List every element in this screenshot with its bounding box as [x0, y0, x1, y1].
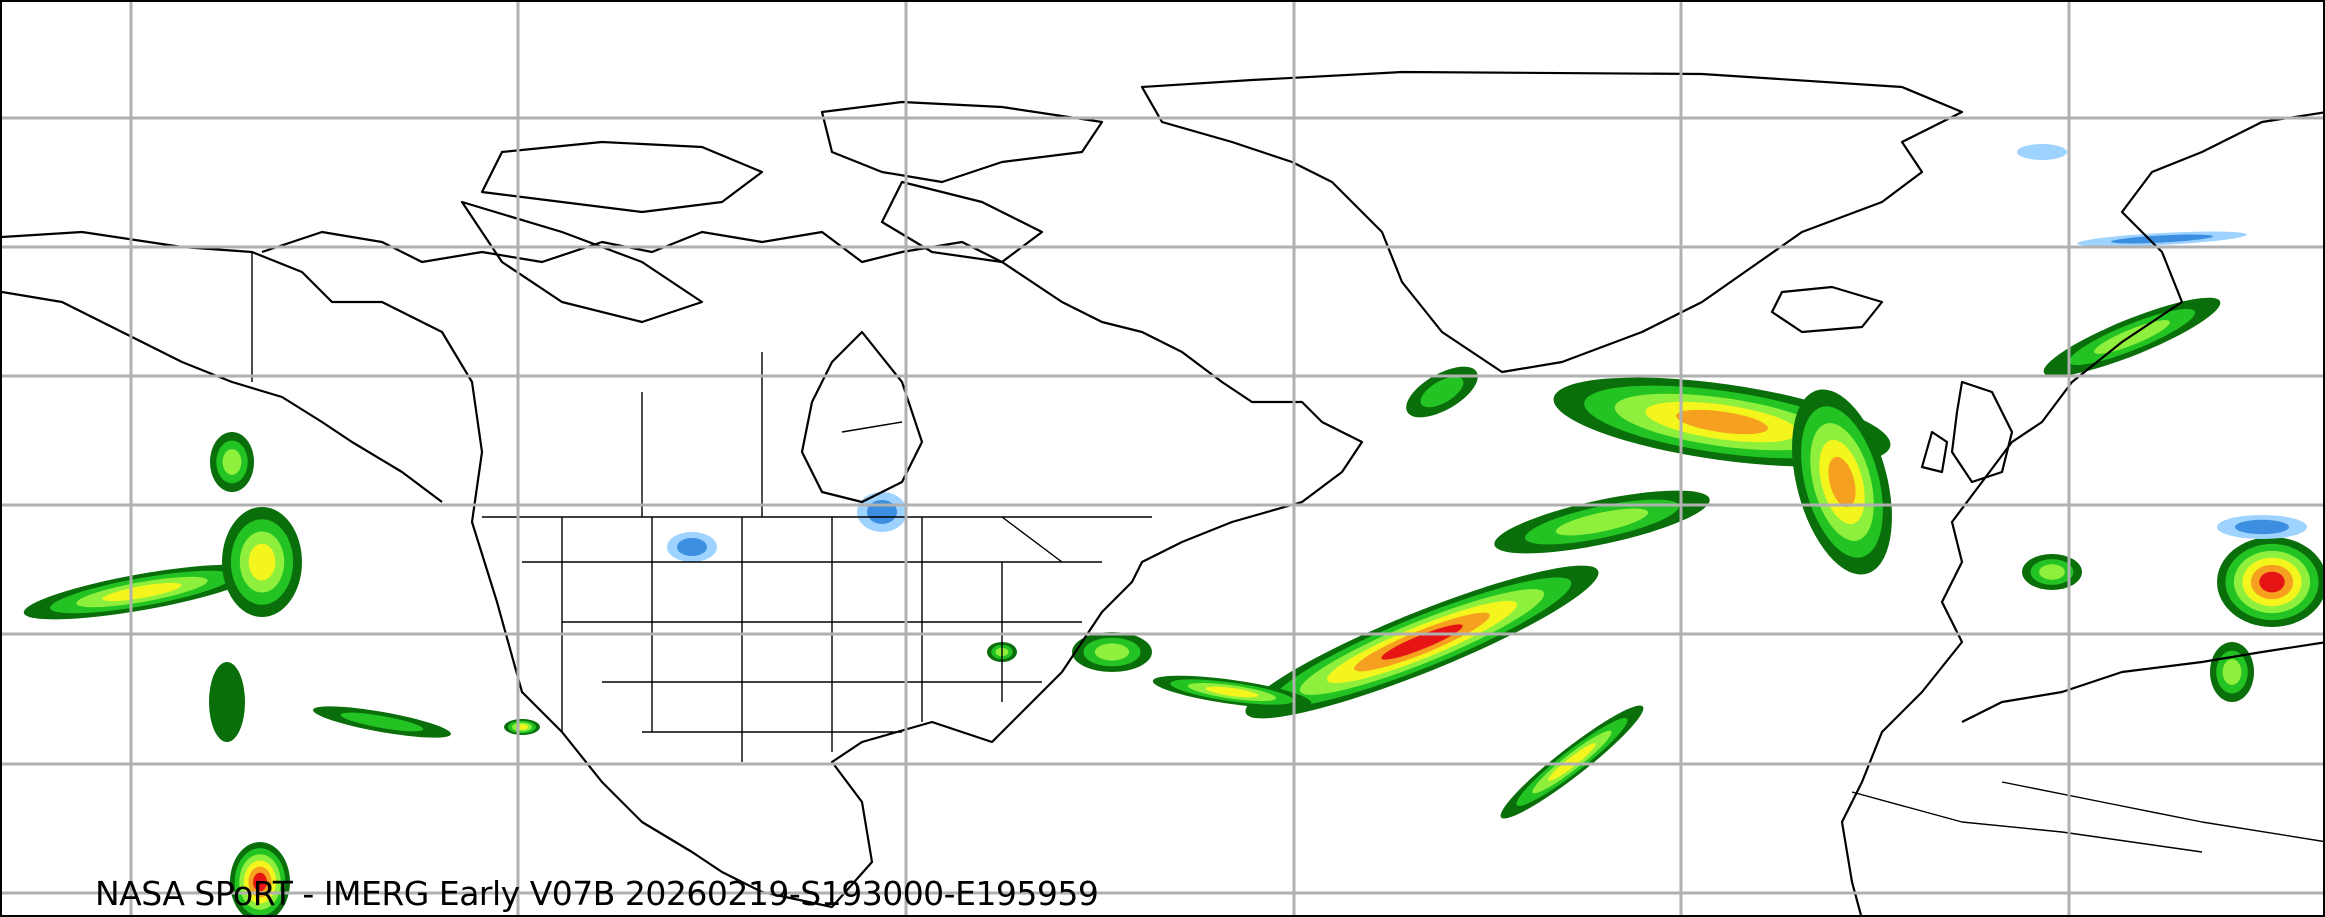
pacific-sw-precip	[340, 712, 424, 732]
arctic-snow	[2017, 144, 2067, 160]
montana-snow	[677, 538, 707, 556]
precipitation-layer	[23, 144, 2323, 915]
alaska-coastline	[2, 290, 443, 503]
alps-snow	[2235, 519, 2289, 535]
frontal-tail-precip	[1205, 686, 1259, 698]
map-caption: NASA SPoRT - IMERG Early V07B 20260219-S…	[95, 874, 1099, 913]
hudson-bay-coastline	[800, 330, 924, 504]
arctic-snow-band	[2111, 234, 2213, 244]
greenland-coastline	[1140, 70, 1964, 374]
pacific-north-precip	[248, 543, 276, 581]
norway-precip	[2094, 320, 2170, 354]
british-isles-coastline	[1920, 380, 2014, 484]
atlantic-low-precip	[1676, 409, 1768, 435]
coastlines-layer	[2, 70, 2323, 915]
atlantic-low-tail-precip	[1828, 456, 1856, 508]
country-borders	[251, 252, 2323, 853]
europe-africa-coastline	[1840, 111, 2323, 915]
north-america-coastline	[2, 230, 1364, 909]
us-east-coast-precip	[1094, 643, 1130, 661]
pacific-dark-green-precip	[209, 662, 245, 742]
italy-balkans-precip	[2259, 571, 2285, 593]
iberia-precip	[2039, 564, 2065, 580]
subtropical-band-precip	[1548, 743, 1596, 781]
atlantic-band-precip	[1555, 508, 1649, 536]
north-africa-precip	[2222, 659, 2242, 685]
iceland-coastline	[1770, 285, 1884, 334]
pacific-precip	[102, 582, 182, 602]
eastern-pacific-precip	[253, 872, 267, 892]
arctic-islands-coastline	[460, 100, 1104, 324]
alaska-gulf-precip	[222, 449, 242, 475]
labrador-sea-precip	[1420, 376, 1464, 408]
